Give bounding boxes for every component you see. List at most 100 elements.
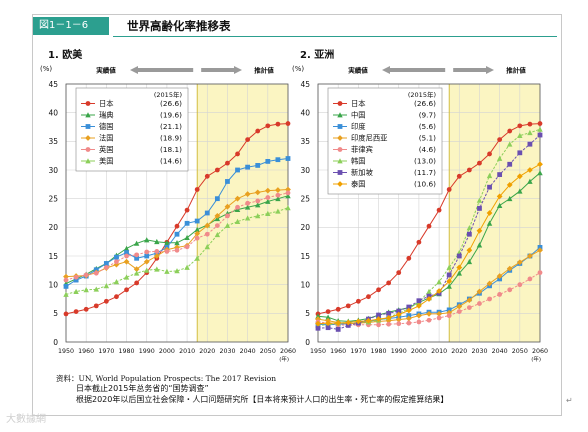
data-point	[214, 196, 220, 202]
data-point	[194, 187, 200, 192]
y-tick-label: 25	[48, 194, 58, 203]
data-point	[124, 253, 129, 259]
data-point	[406, 255, 412, 261]
data-point	[63, 277, 69, 283]
data-point	[225, 179, 230, 184]
data-point	[527, 121, 533, 127]
data-point	[224, 222, 231, 229]
y-tick-label: 40	[48, 108, 58, 117]
x-tick-label: 2010	[431, 348, 447, 355]
series-line	[65, 207, 289, 295]
data-point	[315, 325, 321, 331]
legend-entry: 英国 (18.1)	[81, 145, 182, 154]
legend-marker	[337, 170, 343, 175]
data-point	[355, 318, 362, 325]
data-point	[63, 273, 69, 280]
x-tick-label: 2060	[280, 348, 296, 355]
legend-name: 英国	[99, 145, 114, 154]
data-point	[144, 237, 150, 243]
data-point	[93, 303, 99, 309]
data-point	[406, 304, 412, 310]
data-point	[466, 297, 473, 304]
legend-value: (21.1)	[160, 122, 182, 131]
data-point	[507, 195, 513, 202]
data-point	[487, 184, 492, 190]
y-tick-label: 10	[48, 280, 58, 289]
data-point	[174, 231, 180, 237]
data-point	[537, 126, 543, 132]
arrow-right-icon	[453, 66, 494, 74]
data-point	[114, 259, 119, 265]
legend-value: (9.7)	[419, 111, 436, 120]
data-point	[537, 161, 543, 168]
legend-value: (18.9)	[160, 134, 182, 143]
series-line	[317, 272, 541, 326]
y-tick-label: 15	[48, 252, 58, 261]
data-point	[466, 305, 472, 310]
legend-box	[75, 87, 189, 172]
legend-header: (2015年)	[154, 90, 182, 99]
data-point	[224, 203, 231, 210]
y-tick-label: 35	[300, 137, 310, 146]
arrow-left-icon	[130, 66, 194, 74]
data-point	[446, 313, 452, 319]
data-point	[83, 272, 89, 278]
data-point	[83, 306, 89, 312]
series-1	[63, 121, 291, 317]
data-point	[184, 244, 190, 250]
data-point	[487, 296, 492, 302]
data-point	[275, 208, 281, 214]
data-point	[486, 172, 493, 179]
y-tick-label: 25	[300, 194, 310, 203]
data-point	[396, 321, 402, 327]
y-tick-label: 15	[300, 252, 310, 261]
data-point	[497, 137, 503, 143]
data-point	[416, 239, 422, 245]
legend-marker	[85, 101, 91, 106]
legend-entry: 印度尼西亚 (5.1)	[333, 134, 436, 143]
data-point	[204, 244, 210, 250]
x-tick-label: 2040	[240, 348, 256, 355]
x-tick-label: 2060	[532, 348, 548, 355]
legend-value: (19.6)	[160, 111, 182, 120]
legend-entry: 美国 (14.6)	[81, 157, 182, 166]
data-point	[405, 315, 412, 322]
arrow-right-icon	[201, 66, 242, 74]
data-point	[133, 240, 140, 246]
data-point	[154, 249, 160, 254]
data-point	[395, 311, 402, 318]
data-point	[446, 272, 452, 278]
data-point	[345, 303, 351, 309]
data-point	[93, 286, 99, 292]
data-point	[73, 309, 79, 315]
actual-label: 実績値	[96, 66, 116, 75]
legend-marker	[85, 147, 91, 152]
data-point	[506, 265, 513, 272]
panel-title-western: 1. 欧美	[48, 50, 83, 61]
legend-name: 韩国	[351, 157, 366, 166]
x-tick-label: 1980	[371, 348, 387, 355]
series-6	[63, 205, 291, 297]
legend-name: 瑞典	[99, 111, 114, 120]
legend-entry: 法国 (18.9)	[81, 134, 182, 143]
legend-entry: 印度 (5.6)	[333, 122, 436, 131]
data-point	[507, 141, 513, 147]
x-unit-label: (年)	[531, 355, 541, 363]
data-point	[366, 294, 371, 300]
x-tick-label: 2010	[179, 348, 195, 355]
figure-title: 世界高齢化率推移表	[127, 19, 231, 33]
x-tick-label: 2030	[471, 348, 487, 355]
data-point	[164, 268, 170, 274]
legend-entry: 泰国 (10.6)	[333, 180, 436, 189]
actual-label: 実績値	[348, 66, 368, 75]
plot-frame	[65, 83, 289, 343]
data-point	[335, 320, 342, 326]
data-point	[486, 220, 493, 226]
data-point	[436, 279, 442, 285]
data-point	[456, 173, 462, 179]
data-point	[517, 150, 523, 156]
data-point	[426, 223, 432, 229]
data-point	[235, 204, 240, 210]
legend-header: (2015年)	[408, 90, 436, 99]
data-point	[245, 200, 251, 206]
